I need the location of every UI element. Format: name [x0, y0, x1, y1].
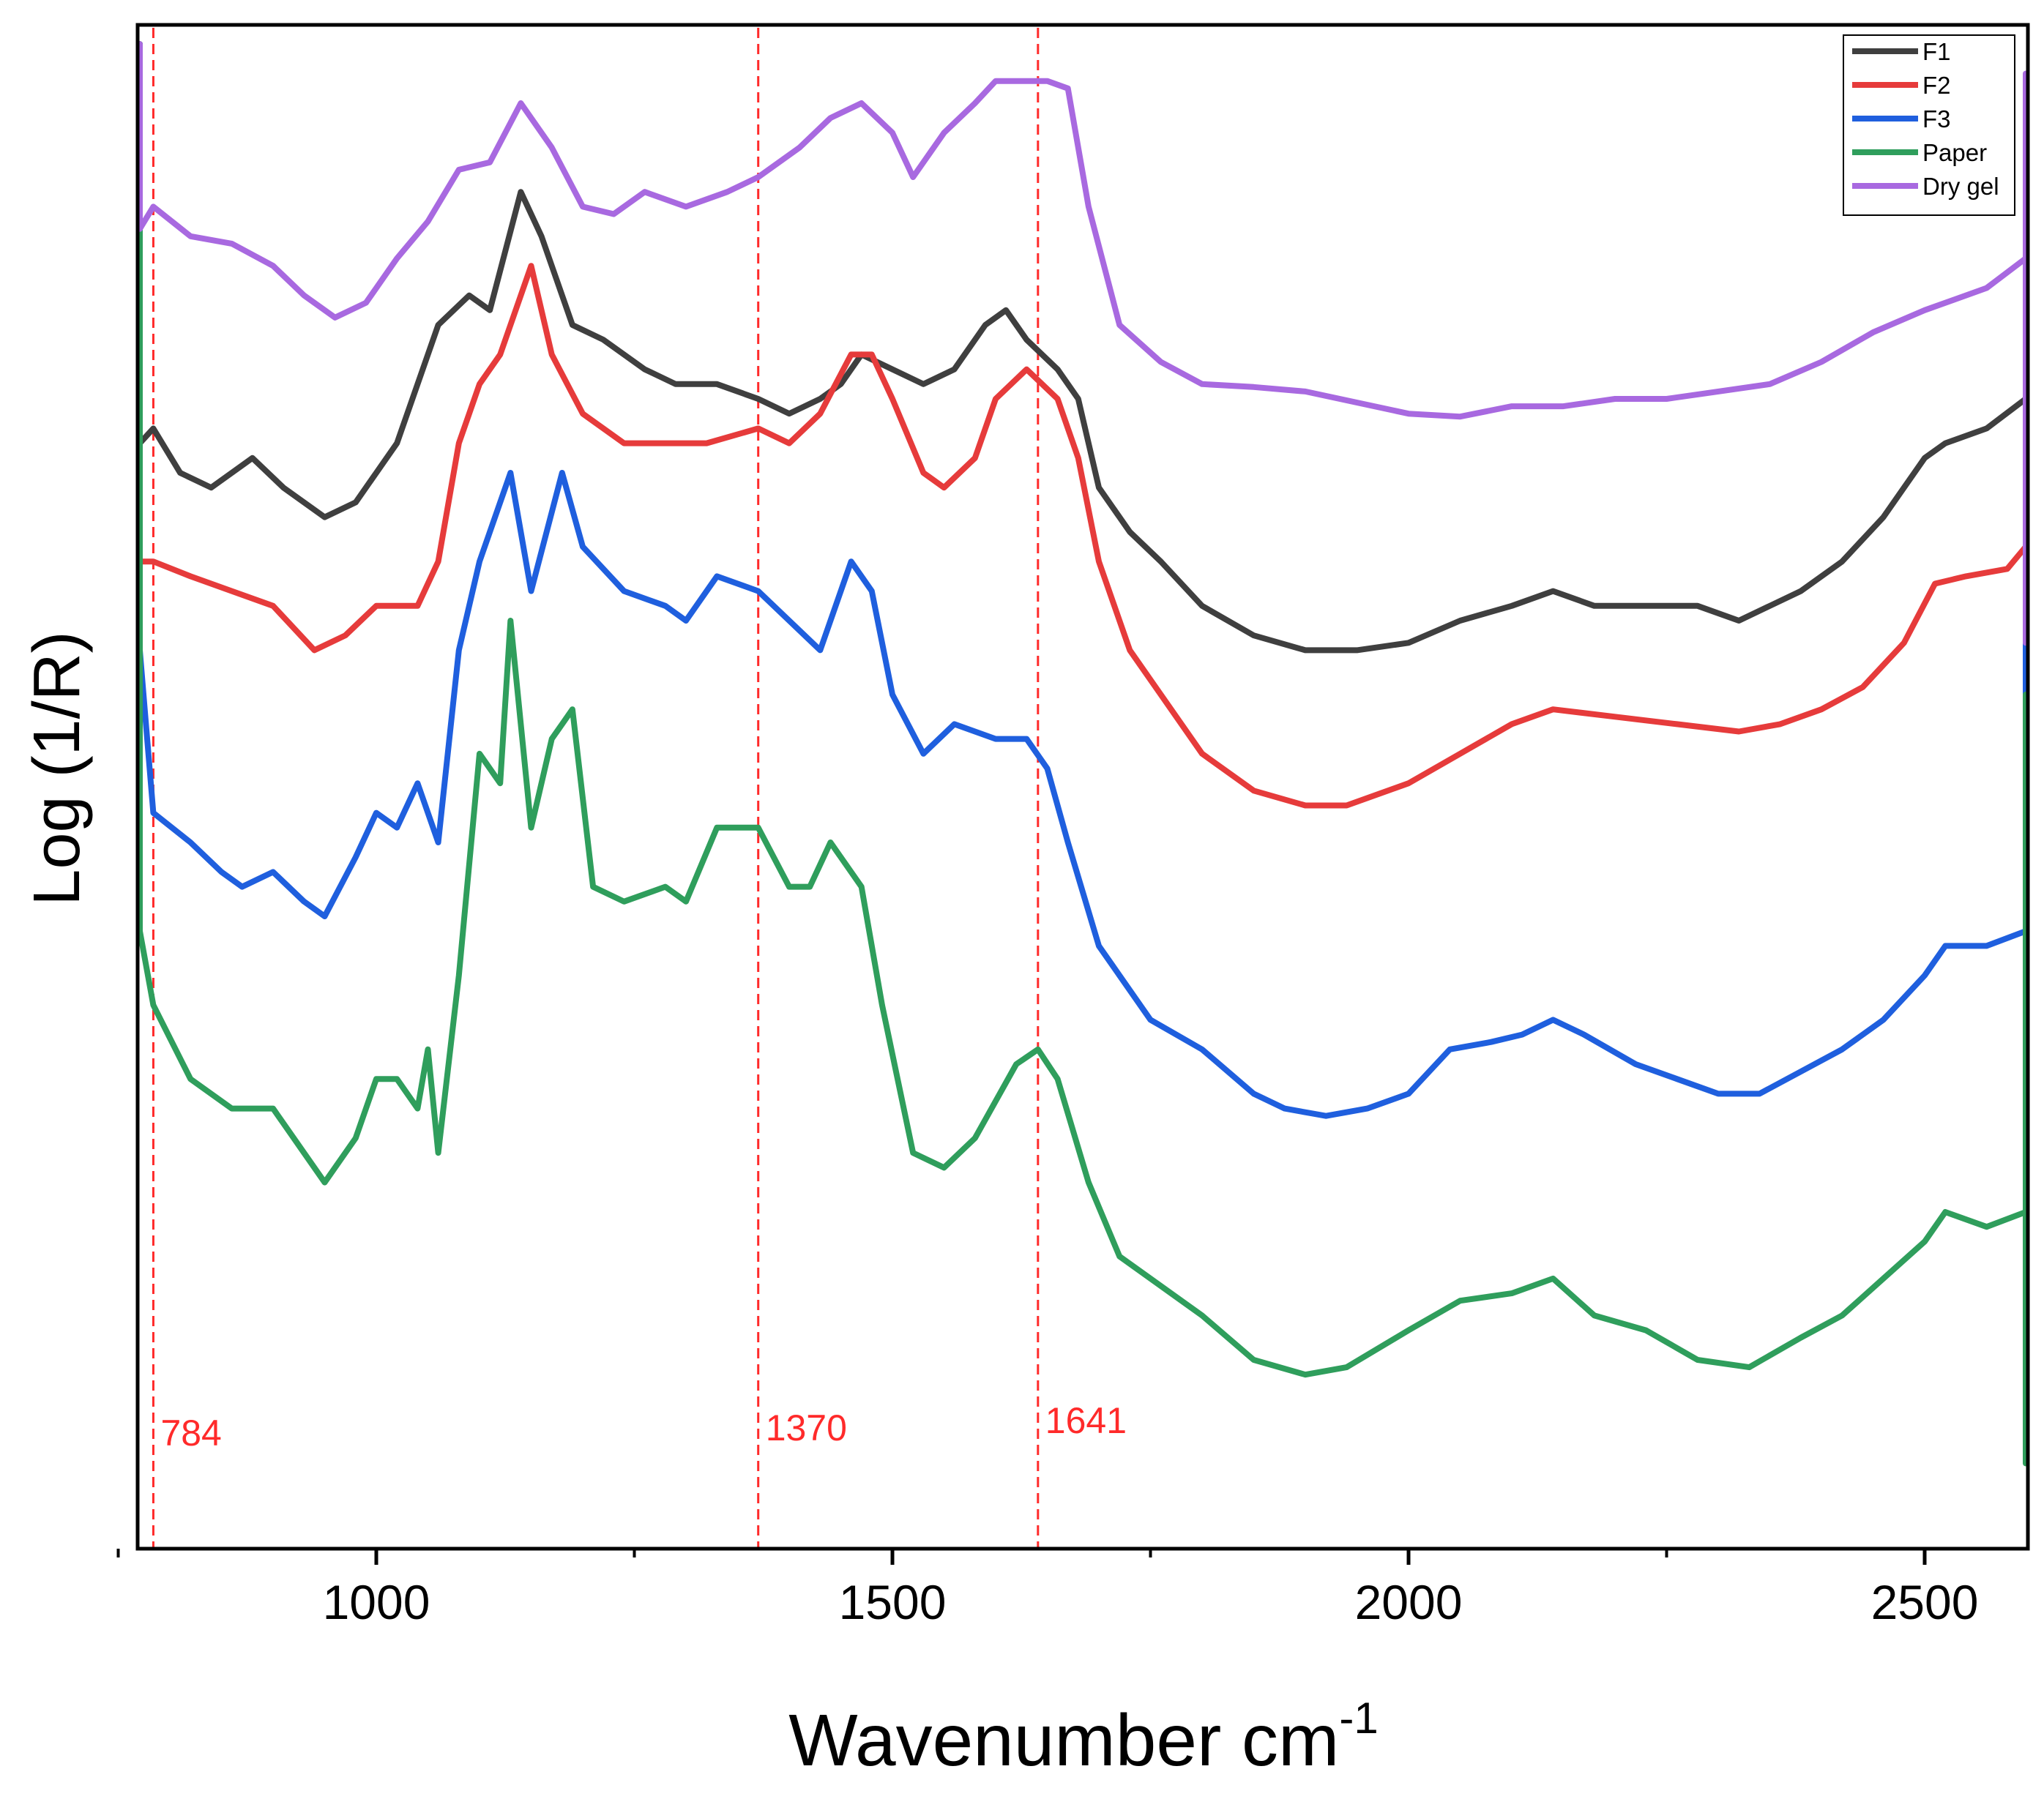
- legend-label-f3: F3: [1922, 105, 1951, 132]
- series-line-f3: [137, 41, 2029, 1215]
- legend: F1 F2 F3 Paper Dry gel: [1843, 34, 2015, 216]
- legend-box: [1843, 34, 2015, 216]
- series-line-paper: [137, 41, 2029, 1467]
- x-tick-label-2000: 2000: [1355, 1575, 1463, 1629]
- annotation-lines: 784137016412914: [152, 28, 1127, 1547]
- x-tick-label-1500: 1500: [839, 1575, 947, 1629]
- x-axis-ticks: 1000150020002500300035004000: [116, 1549, 1979, 1629]
- y-axis-title: Log (1/R): [20, 631, 94, 905]
- annotation-label-1641: 1641: [1045, 1400, 1127, 1441]
- x-axis-title: Wavenumber cm-1: [788, 1694, 1378, 1781]
- axes: [135, 23, 2030, 1551]
- series-line-dry-gel: [137, 41, 2029, 646]
- series-line-f1: [137, 41, 2029, 787]
- legend-label-dry-gel: Dry gel: [1922, 173, 1999, 200]
- legend-label-f1: F1: [1922, 38, 1951, 65]
- plot-frame: [135, 23, 2030, 1551]
- annotation-label-1370: 1370: [766, 1407, 847, 1448]
- x-tick-label-1000: 1000: [323, 1575, 430, 1629]
- x-axis-title-superscript: -1: [1339, 1694, 1378, 1743]
- legend-label-f2: F2: [1922, 72, 1951, 99]
- legend-label-paper: Paper: [1922, 139, 1987, 166]
- x-tick-label-2500: 2500: [1871, 1575, 1979, 1629]
- series-lines: [137, 41, 2029, 1467]
- annotation-label-784: 784: [160, 1413, 221, 1454]
- x-axis-title-main: Wavenumber cm: [788, 1699, 1339, 1781]
